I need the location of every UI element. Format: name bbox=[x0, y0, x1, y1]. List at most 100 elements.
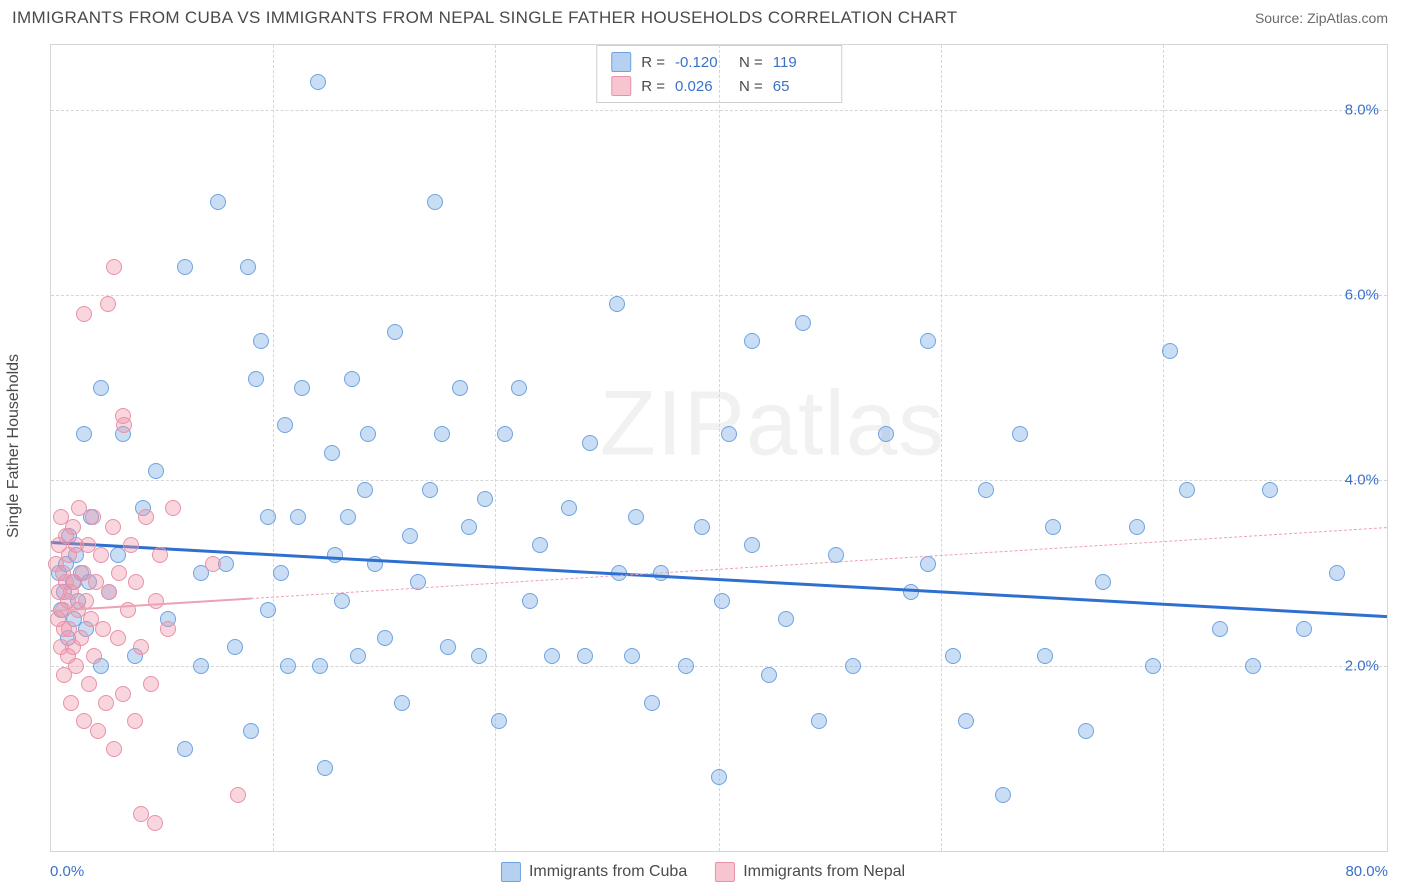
scatter-point bbox=[340, 509, 356, 525]
scatter-point bbox=[497, 426, 513, 442]
gridline-v bbox=[719, 45, 720, 851]
scatter-point bbox=[68, 658, 84, 674]
legend-r-label: R = bbox=[641, 78, 665, 95]
scatter-point bbox=[76, 306, 92, 322]
scatter-point bbox=[721, 426, 737, 442]
scatter-point bbox=[1245, 658, 1261, 674]
scatter-point bbox=[522, 593, 538, 609]
scatter-point bbox=[357, 482, 373, 498]
scatter-point bbox=[532, 537, 548, 553]
scatter-point bbox=[995, 787, 1011, 803]
scatter-point bbox=[138, 509, 154, 525]
scatter-point bbox=[387, 324, 403, 340]
scatter-point bbox=[110, 630, 126, 646]
legend-r-value: 0.026 bbox=[675, 78, 729, 95]
legend-item: Immigrants from Cuba bbox=[501, 862, 687, 882]
scatter-point bbox=[273, 565, 289, 581]
scatter-point bbox=[324, 445, 340, 461]
scatter-point bbox=[920, 556, 936, 572]
scatter-point bbox=[128, 574, 144, 590]
scatter-point bbox=[100, 296, 116, 312]
scatter-point bbox=[477, 491, 493, 507]
scatter-point bbox=[427, 194, 443, 210]
scatter-point bbox=[778, 611, 794, 627]
y-axis-label: Single Father Households bbox=[5, 354, 23, 538]
legend-series-label: Immigrants from Nepal bbox=[743, 863, 905, 881]
scatter-point bbox=[73, 630, 89, 646]
legend-r-value: -0.120 bbox=[675, 54, 729, 71]
scatter-point bbox=[312, 658, 328, 674]
scatter-point bbox=[811, 713, 827, 729]
scatter-point bbox=[76, 426, 92, 442]
y-tick-label: 4.0% bbox=[1345, 472, 1379, 489]
source-label: Source: ZipAtlas.com bbox=[1255, 10, 1388, 26]
scatter-point bbox=[511, 380, 527, 396]
scatter-point bbox=[1095, 574, 1111, 590]
scatter-point bbox=[744, 333, 760, 349]
legend-swatch bbox=[501, 862, 521, 882]
x-axis-min-label: 0.0% bbox=[50, 863, 84, 880]
legend-item: Immigrants from Nepal bbox=[715, 862, 905, 882]
scatter-point bbox=[958, 713, 974, 729]
scatter-point bbox=[93, 380, 109, 396]
legend-series-label: Immigrants from Cuba bbox=[529, 863, 687, 881]
scatter-point bbox=[945, 648, 961, 664]
scatter-point bbox=[1212, 621, 1228, 637]
scatter-point bbox=[193, 658, 209, 674]
scatter-point bbox=[148, 593, 164, 609]
scatter-point bbox=[1262, 482, 1278, 498]
legend-swatch bbox=[611, 76, 631, 96]
scatter-point bbox=[544, 648, 560, 664]
scatter-point bbox=[624, 648, 640, 664]
scatter-point bbox=[177, 741, 193, 757]
scatter-point bbox=[115, 686, 131, 702]
scatter-point bbox=[240, 259, 256, 275]
scatter-point bbox=[85, 509, 101, 525]
scatter-point bbox=[260, 509, 276, 525]
legend-n-label: N = bbox=[739, 78, 763, 95]
scatter-point bbox=[714, 593, 730, 609]
scatter-point bbox=[394, 695, 410, 711]
scatter-point bbox=[1329, 565, 1345, 581]
scatter-point bbox=[1012, 426, 1028, 442]
scatter-point bbox=[63, 695, 79, 711]
scatter-point bbox=[280, 658, 296, 674]
legend-r-label: R = bbox=[641, 54, 665, 71]
scatter-point bbox=[205, 556, 221, 572]
scatter-point bbox=[105, 519, 121, 535]
gridline-v bbox=[1163, 45, 1164, 851]
scatter-point bbox=[290, 509, 306, 525]
scatter-point bbox=[253, 333, 269, 349]
scatter-point bbox=[628, 509, 644, 525]
scatter-point bbox=[227, 639, 243, 655]
scatter-point bbox=[101, 584, 117, 600]
scatter-point bbox=[694, 519, 710, 535]
scatter-point bbox=[920, 333, 936, 349]
scatter-point bbox=[127, 713, 143, 729]
scatter-point bbox=[243, 723, 259, 739]
scatter-point bbox=[98, 695, 114, 711]
scatter-point bbox=[177, 259, 193, 275]
scatter-point bbox=[310, 74, 326, 90]
y-tick-label: 8.0% bbox=[1345, 101, 1379, 118]
scatter-point bbox=[260, 602, 276, 618]
scatter-point bbox=[1145, 658, 1161, 674]
scatter-point bbox=[160, 621, 176, 637]
scatter-point bbox=[123, 537, 139, 553]
scatter-point bbox=[461, 519, 477, 535]
scatter-point bbox=[277, 417, 293, 433]
header-bar: IMMIGRANTS FROM CUBA VS IMMIGRANTS FROM … bbox=[0, 0, 1406, 34]
scatter-point bbox=[452, 380, 468, 396]
y-tick-label: 2.0% bbox=[1345, 657, 1379, 674]
scatter-point bbox=[491, 713, 507, 729]
scatter-point bbox=[577, 648, 593, 664]
scatter-point bbox=[152, 547, 168, 563]
scatter-point bbox=[165, 500, 181, 516]
scatter-point bbox=[1129, 519, 1145, 535]
scatter-point bbox=[644, 695, 660, 711]
scatter-point bbox=[93, 547, 109, 563]
y-tick-label: 6.0% bbox=[1345, 287, 1379, 304]
gridline-v bbox=[495, 45, 496, 851]
scatter-point bbox=[210, 194, 226, 210]
scatter-point bbox=[133, 639, 149, 655]
